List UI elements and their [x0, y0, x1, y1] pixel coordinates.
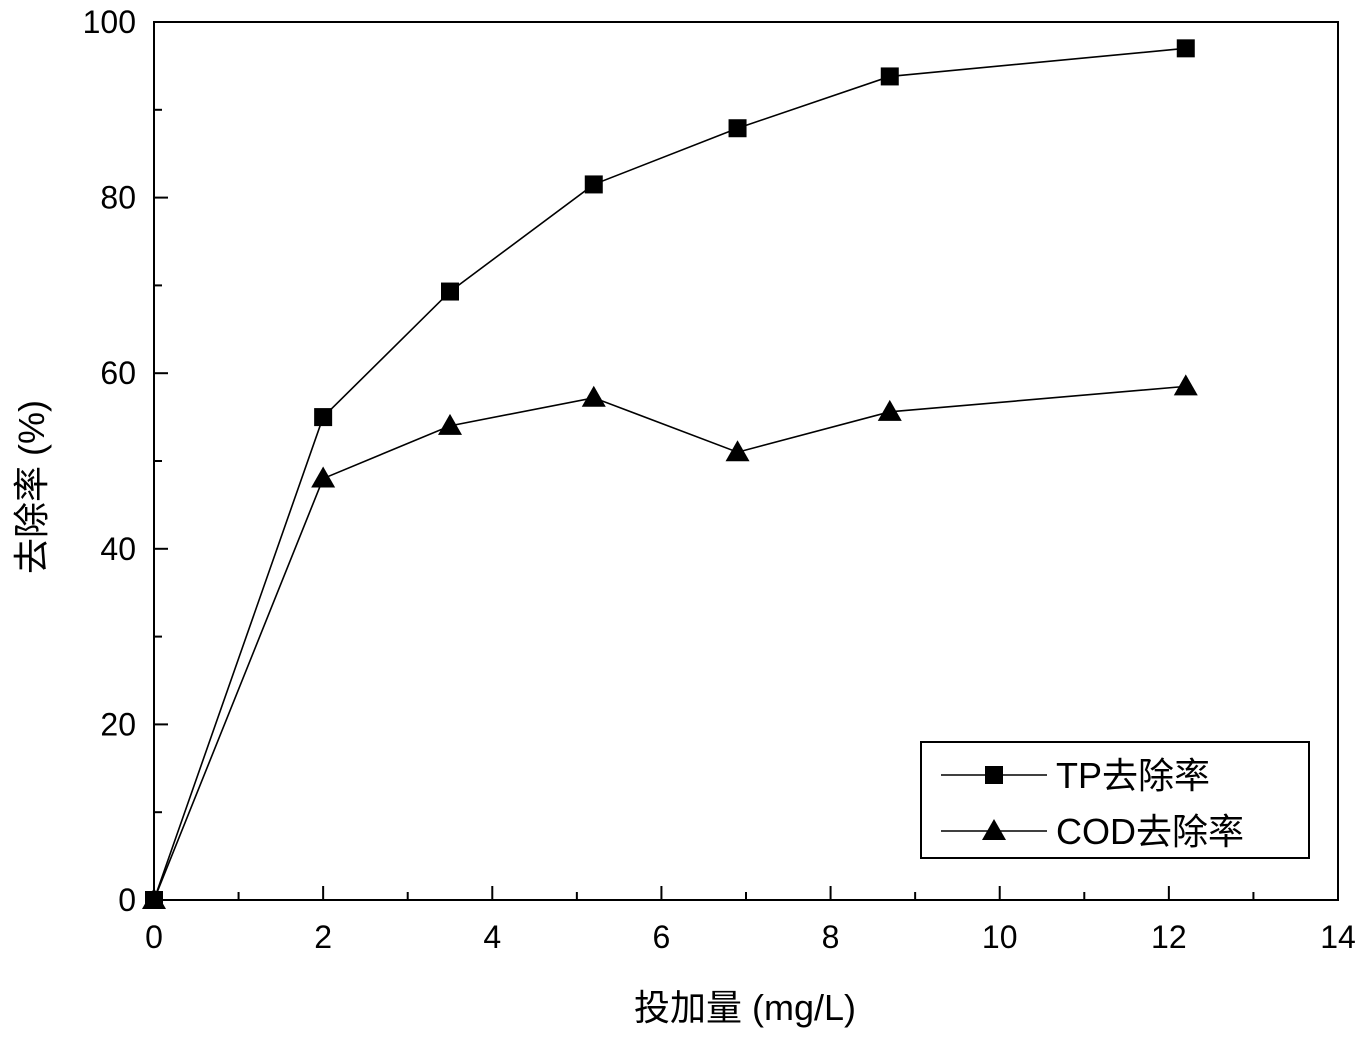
series-layer: [142, 39, 1198, 909]
series-tp: [145, 39, 1195, 909]
data-point-triangle: [311, 466, 336, 488]
series-cod: [142, 374, 1198, 909]
data-point-triangle: [877, 399, 902, 421]
y-tick-label: 40: [100, 531, 136, 567]
data-point-square: [880, 67, 899, 86]
x-tick-label: 10: [982, 919, 1018, 955]
data-point-triangle: [725, 440, 750, 462]
data-point-square: [441, 282, 459, 301]
x-tick-label: 2: [314, 919, 332, 955]
legend-marker-triangle: [982, 819, 1006, 840]
y-tick-label: 60: [100, 355, 136, 391]
data-point-triangle: [438, 413, 462, 435]
x-tick-label: 12: [1151, 919, 1187, 955]
x-axis-label: 投加量 (mg/L): [634, 987, 856, 1028]
y-axis-label: 去除率 (%): [11, 400, 52, 574]
legend-marker-square: [985, 766, 1003, 784]
data-point-square: [584, 175, 603, 194]
y-tick-label: 100: [83, 4, 136, 40]
data-point-triangle: [581, 385, 606, 407]
x-tick-label: 8: [822, 919, 840, 955]
x-tick-label: 0: [145, 919, 163, 955]
legend-label: TP去除率: [1056, 755, 1210, 796]
data-point-square: [1176, 39, 1195, 58]
data-point-square: [314, 408, 333, 427]
legend: TP去除率 COD去除率: [920, 741, 1310, 859]
y-tick-label: 80: [100, 180, 136, 216]
y-tick-label: 0: [118, 882, 136, 918]
data-point-triangle: [1173, 374, 1198, 396]
x-tick-label: 4: [483, 919, 501, 955]
x-tick-label: 14: [1320, 919, 1356, 955]
data-point-square: [728, 119, 747, 138]
axes: 0 2 4 6 8 10 12 14 0 20 40 60 80 100: [83, 4, 1356, 955]
legend-label: COD去除率: [1056, 811, 1244, 852]
data-point-triangle: [142, 888, 166, 909]
y-tick-label: 20: [100, 706, 136, 742]
x-tick-label: 6: [653, 919, 671, 955]
